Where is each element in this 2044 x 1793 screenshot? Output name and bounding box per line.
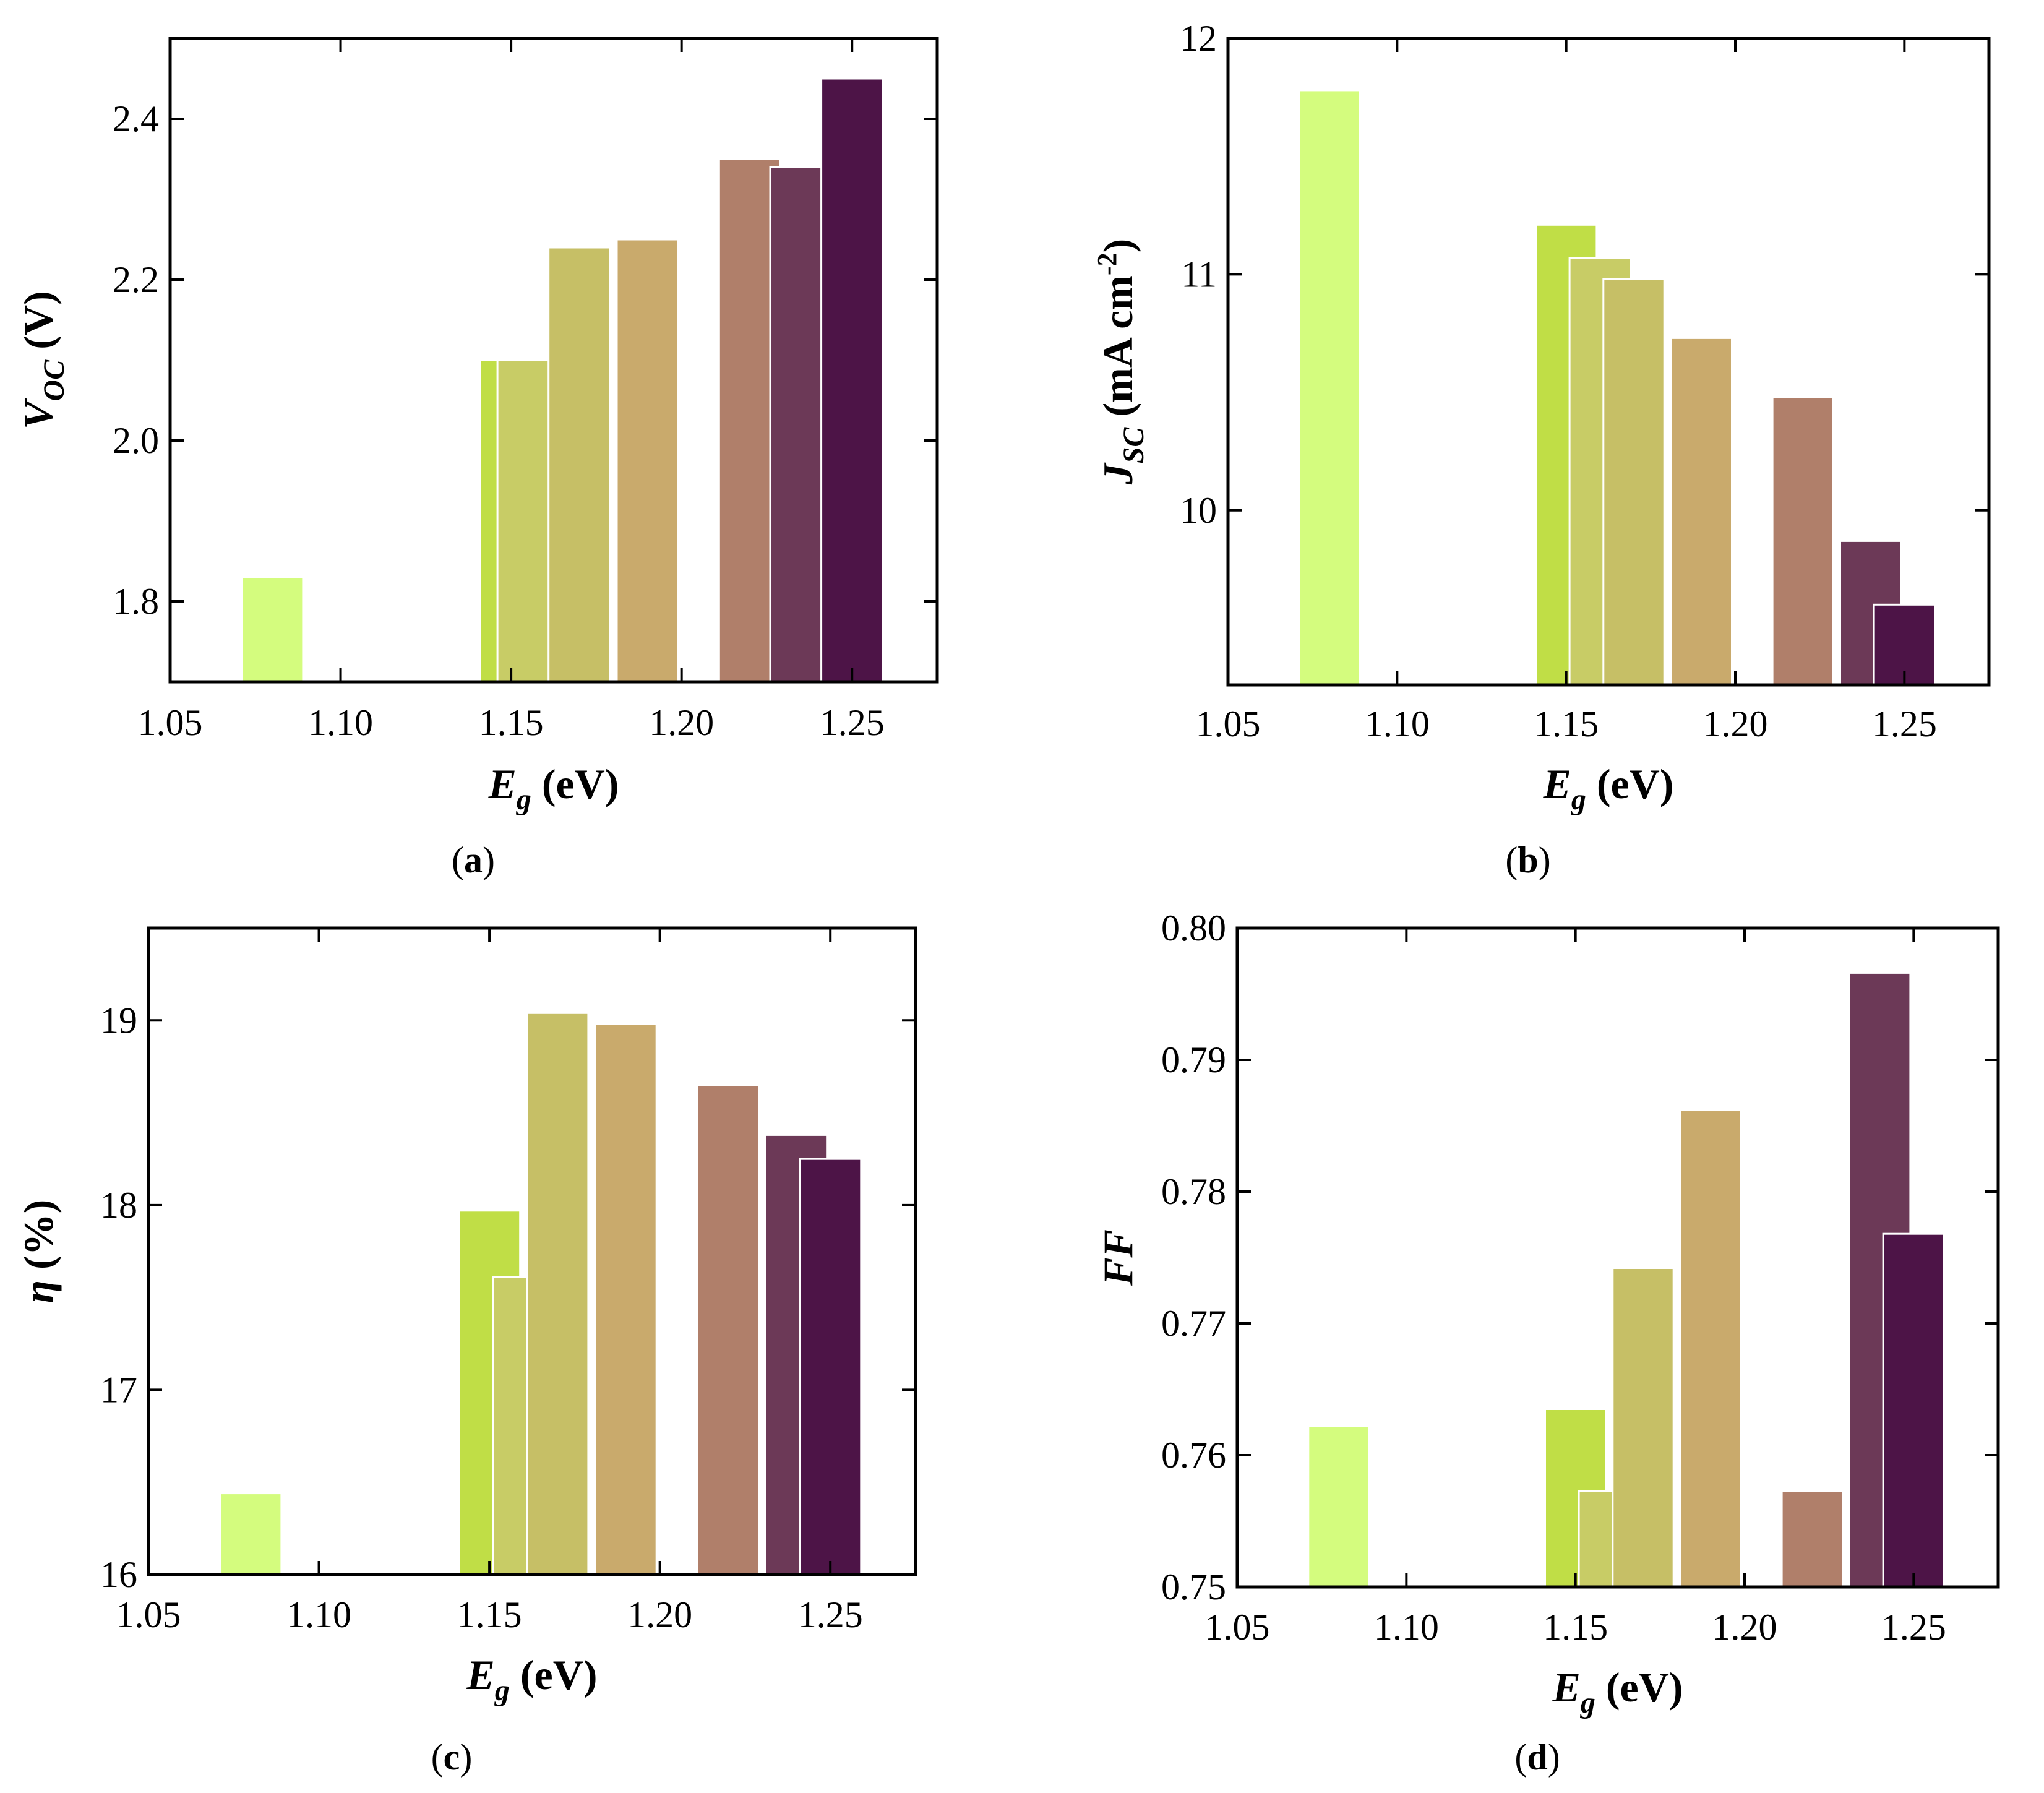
y-tick-label-d-4: 0.78 bbox=[1161, 1171, 1226, 1212]
y-tick-label-d-5: 0.79 bbox=[1161, 1039, 1226, 1080]
x-tick-label-d-3: 1.15 bbox=[1543, 1607, 1608, 1648]
plot-frame-b bbox=[1226, 37, 1991, 687]
y-axis-title-b: JSC (mA cm-2) bbox=[1092, 239, 1150, 486]
y-tick-label-c-3: 18 bbox=[100, 1185, 137, 1226]
panel-caption-a: (a) bbox=[452, 840, 495, 880]
x-axis-title-b: Eg (eV) bbox=[1543, 760, 1674, 816]
bar-d-1 bbox=[1307, 1425, 1370, 1588]
x-tick-label-c-2: 1.10 bbox=[286, 1594, 351, 1635]
panel-caption-b: (b) bbox=[1505, 840, 1550, 880]
y-tick-label-b-1: 10 bbox=[1180, 490, 1217, 531]
x-tick-label-c-5: 1.25 bbox=[798, 1594, 863, 1635]
chart-panel-b: 1.05 1.10 1.15 1.20 1.25 10 11 12 Eg (eV) JSC (mA… bbox=[1092, 18, 1991, 880]
x-tick-label-d-1: 1.05 bbox=[1205, 1607, 1270, 1648]
y-tick-label-c-1: 16 bbox=[100, 1554, 137, 1595]
y-tick-label-d-2: 0.76 bbox=[1161, 1435, 1226, 1476]
x-tick-label-b-1: 1.05 bbox=[1196, 703, 1261, 744]
x-axis-title-c: Eg (eV) bbox=[466, 1651, 598, 1707]
bar-b-4 bbox=[1602, 278, 1665, 686]
y-axis-title-a: VOC (V) bbox=[15, 291, 71, 429]
bar-b-6 bbox=[1771, 396, 1835, 686]
panel-caption-d: (d) bbox=[1514, 1737, 1560, 1778]
x-tick-label-b-3: 1.15 bbox=[1534, 703, 1599, 744]
x-tick-label-c-4: 1.20 bbox=[627, 1594, 692, 1635]
bar-a-8 bbox=[820, 77, 884, 683]
y-tick-label-c-4: 19 bbox=[100, 1000, 137, 1041]
bar-c-1 bbox=[219, 1492, 283, 1576]
y-tick-label-b-3: 12 bbox=[1180, 18, 1217, 59]
y-tick-label-c-2: 17 bbox=[100, 1369, 137, 1410]
x-tick-label-c-1: 1.05 bbox=[116, 1594, 181, 1635]
bar-b-1 bbox=[1298, 89, 1361, 686]
x-tick-label-b-4: 1.20 bbox=[1703, 703, 1768, 744]
x-axis-title-a: Eg (eV) bbox=[488, 760, 619, 816]
x-tick-label-d-2: 1.10 bbox=[1374, 1607, 1439, 1648]
plot-frame-c bbox=[147, 926, 917, 1576]
bar-b-5 bbox=[1670, 337, 1733, 686]
bar-c-4 bbox=[526, 1012, 590, 1576]
y-axis-title-d: FF bbox=[1094, 1229, 1141, 1286]
bar-c-8 bbox=[799, 1158, 862, 1576]
x-tick-label-a-2: 1.10 bbox=[308, 702, 373, 743]
plot-frame-d bbox=[1235, 926, 2000, 1589]
bar-a-1 bbox=[241, 576, 304, 683]
bar-c-5 bbox=[594, 1023, 658, 1576]
chart-panel-c: 1.05 1.10 1.15 1.20 1.25 16 17 18 19 Eg (eV) η (%)… bbox=[15, 926, 917, 1778]
y-tick-label-d-1: 0.75 bbox=[1161, 1567, 1226, 1607]
x-tick-label-c-3: 1.15 bbox=[457, 1594, 522, 1635]
x-tick-label-b-5: 1.25 bbox=[1872, 703, 1937, 744]
y-axis-title-c: η (%) bbox=[15, 1200, 62, 1304]
y-tick-label-d-3: 0.77 bbox=[1161, 1303, 1226, 1344]
bar-c-6 bbox=[696, 1084, 760, 1576]
y-tick-label-b-2: 11 bbox=[1181, 254, 1217, 295]
y-tick-label-a-1: 1.8 bbox=[113, 581, 159, 622]
bar-d-4 bbox=[1612, 1267, 1675, 1588]
x-tick-label-d-5: 1.25 bbox=[1881, 1607, 1946, 1648]
panel-caption-c: (c) bbox=[431, 1737, 473, 1778]
bar-a-4 bbox=[548, 246, 611, 683]
bar-d-8 bbox=[1882, 1232, 1946, 1588]
y-tick-label-a-2: 2.0 bbox=[113, 420, 159, 461]
plot-frame-a bbox=[168, 37, 939, 684]
y-tick-label-a-3: 2.2 bbox=[113, 259, 159, 300]
chart-panel-d: 1.05 1.10 1.15 1.20 1.25 0.75 0.76 0.77 0.78 0.79… bbox=[1094, 908, 2000, 1778]
chart-panel-a: 1.05 1.10 1.15 1.20 1.25 1.8 2.0 2.2 2.4 Eg (eV) V… bbox=[15, 37, 939, 880]
x-tick-label-a-1: 1.05 bbox=[138, 702, 203, 743]
x-tick-label-b-2: 1.10 bbox=[1365, 703, 1430, 744]
bar-d-5 bbox=[1679, 1109, 1743, 1588]
x-tick-label-a-5: 1.25 bbox=[820, 702, 885, 743]
x-tick-label-a-3: 1.15 bbox=[479, 702, 544, 743]
x-tick-label-a-4: 1.20 bbox=[649, 702, 714, 743]
y-tick-label-d-6: 0.80 bbox=[1161, 908, 1226, 948]
y-tick-label-a-4: 2.4 bbox=[113, 98, 159, 139]
bar-a-5 bbox=[616, 238, 679, 683]
bar-d-6 bbox=[1780, 1490, 1844, 1588]
x-tick-label-d-4: 1.20 bbox=[1712, 1607, 1777, 1648]
x-axis-title-d: Eg (eV) bbox=[1552, 1664, 1683, 1719]
